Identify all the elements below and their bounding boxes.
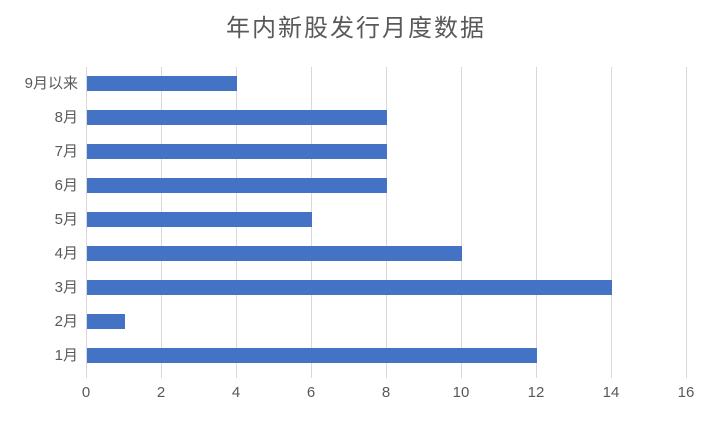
x-axis-tick-label: 12 [527, 384, 545, 401]
y-axis-category-label: 5月 [54, 211, 78, 228]
plot-area [86, 67, 687, 378]
axis-tick [311, 372, 312, 378]
x-axis-tick-label: 6 [306, 384, 316, 401]
axis-tick [611, 372, 612, 378]
y-axis-category-label: 3月 [54, 279, 78, 296]
axis-tick [686, 372, 687, 378]
bar-1月 [87, 348, 537, 363]
chart-title: 年内新股发行月度数据 [226, 15, 486, 42]
x-axis-tick-label: 2 [156, 384, 166, 401]
bar-3月 [87, 280, 612, 295]
x-axis-tick-label: 8 [381, 384, 391, 401]
gridline [386, 67, 387, 372]
bar-8月 [87, 110, 387, 125]
gridline [536, 67, 537, 372]
bar-4月 [87, 246, 462, 261]
axis-tick [236, 372, 237, 378]
x-axis-tick-label: 14 [602, 384, 620, 401]
gridline [611, 67, 612, 372]
y-axis-category-label: 4月 [54, 245, 78, 262]
x-axis-tick-label: 0 [81, 384, 91, 401]
axis-tick [461, 372, 462, 378]
x-axis-tick-label: 16 [677, 384, 695, 401]
axis-tick [536, 372, 537, 378]
x-axis-tick-label: 10 [452, 384, 470, 401]
bar-5月 [87, 212, 312, 227]
y-axis-category-label: 9月以来 [24, 75, 78, 92]
bar-2月 [87, 314, 125, 329]
bar-6月 [87, 178, 387, 193]
y-axis-category-label: 1月 [54, 347, 78, 364]
y-axis-category-label: 2月 [54, 313, 78, 330]
gridline [686, 67, 687, 372]
x-axis-tick-label: 4 [231, 384, 241, 401]
y-axis-category-label: 8月 [54, 109, 78, 126]
axis-tick [161, 372, 162, 378]
gridline [86, 67, 87, 372]
axis-tick [386, 372, 387, 378]
y-axis-category-label: 6月 [54, 177, 78, 194]
gridline [461, 67, 462, 372]
bar-9月以来 [87, 76, 237, 91]
axis-tick [86, 372, 87, 378]
bar-7月 [87, 144, 387, 159]
y-axis-category-label: 7月 [54, 143, 78, 160]
